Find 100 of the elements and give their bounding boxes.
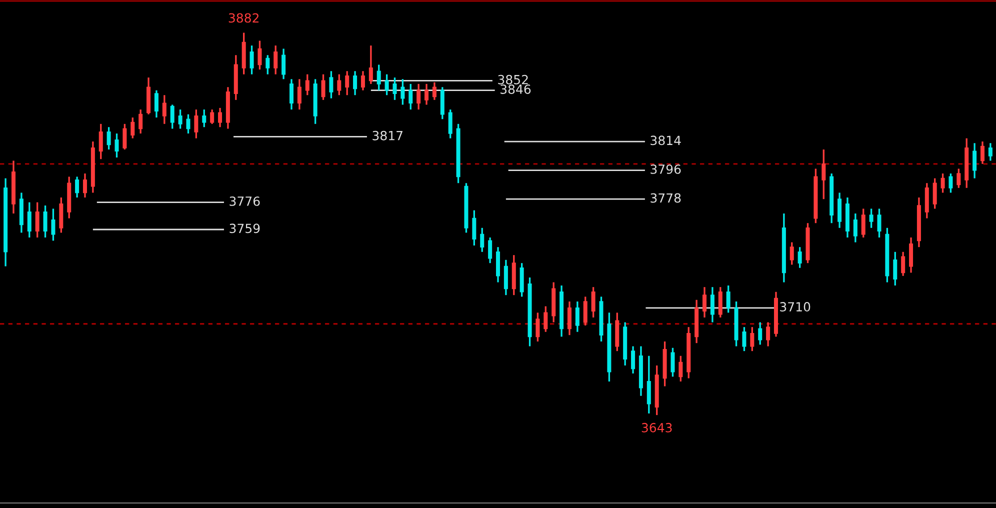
annotation: 3882 xyxy=(228,13,258,23)
candlestick xyxy=(822,148,826,200)
ref-line-label: 3814 xyxy=(650,136,681,146)
candlestick xyxy=(750,326,754,352)
candlestick xyxy=(901,251,906,277)
candlestick xyxy=(408,83,413,110)
candlestick xyxy=(948,172,953,194)
candlestick xyxy=(376,64,381,92)
candlestick xyxy=(360,70,365,92)
candlestick xyxy=(282,48,286,80)
candlestick xyxy=(583,296,588,326)
candlestick xyxy=(114,132,119,158)
candlestick xyxy=(329,70,334,100)
candlestick xyxy=(218,107,222,128)
candlestick xyxy=(178,108,182,130)
ref-line-label: 3852 xyxy=(498,74,528,84)
candlestick xyxy=(250,44,254,76)
candlestick xyxy=(670,347,675,378)
candlestick xyxy=(702,286,707,318)
candlestick xyxy=(924,182,929,220)
candlestick xyxy=(122,123,127,150)
candlestick xyxy=(853,212,858,244)
ref-line-label: 3710 xyxy=(780,302,810,312)
candlestick xyxy=(170,104,174,130)
candlestick xyxy=(400,78,405,106)
candlestick xyxy=(909,236,914,274)
candlestick xyxy=(210,108,214,125)
candlestick xyxy=(790,241,794,266)
candlestick xyxy=(297,78,302,110)
candlestick xyxy=(432,81,436,101)
ref-line-label: 3776 xyxy=(230,196,260,206)
candlestick xyxy=(202,108,206,128)
candlestick xyxy=(43,204,48,238)
candlestick xyxy=(35,201,40,238)
candlestick xyxy=(448,108,452,140)
candlestick xyxy=(424,83,429,106)
candlestick xyxy=(321,73,326,101)
candlestick xyxy=(861,208,866,238)
candlestick xyxy=(138,108,143,134)
candlestick xyxy=(368,44,373,85)
candlestick xyxy=(980,140,985,165)
candlestick xyxy=(496,246,500,284)
candlestick xyxy=(416,83,421,110)
candlestick xyxy=(289,78,294,110)
candlestick xyxy=(106,126,111,150)
candlestick xyxy=(186,113,190,134)
candlestick xyxy=(766,321,770,348)
candlestick xyxy=(353,70,358,96)
candlestick xyxy=(678,355,683,382)
ref-line-label: 3846 xyxy=(500,84,531,94)
candlestick xyxy=(520,262,524,298)
candlestick xyxy=(82,172,87,198)
candlestick xyxy=(536,312,540,342)
candlestick xyxy=(130,116,135,140)
ref-line-label: 3817 xyxy=(372,130,402,140)
candlestick xyxy=(488,236,492,264)
candlestick xyxy=(194,108,198,140)
candlestick xyxy=(956,168,961,189)
candlestick xyxy=(258,40,262,70)
candlestick xyxy=(305,73,310,96)
candlestick xyxy=(480,227,484,253)
candlestick xyxy=(798,246,802,269)
ref-line-label: 3759 xyxy=(230,224,260,234)
candlestick xyxy=(59,196,64,234)
candlestick xyxy=(440,86,444,120)
candlestick xyxy=(162,94,166,125)
candlestick xyxy=(869,208,874,229)
candlestick xyxy=(877,208,882,238)
candlestick xyxy=(98,123,103,160)
annotation: 3643 xyxy=(642,422,672,432)
candlestick xyxy=(988,142,992,162)
candlestick xyxy=(972,142,977,180)
candlestick xyxy=(932,177,937,210)
candlestick xyxy=(75,176,80,198)
candlestick xyxy=(838,192,842,229)
candlestick xyxy=(710,286,714,324)
candlestick xyxy=(504,259,508,296)
candlestick xyxy=(646,355,651,414)
candlestick xyxy=(631,345,636,374)
candlestick xyxy=(27,201,32,238)
ref-line-label: 3778 xyxy=(650,193,681,203)
candlestick xyxy=(893,251,898,286)
candlestick xyxy=(726,284,730,314)
candlestick xyxy=(544,305,548,333)
candlestick xyxy=(718,286,722,318)
candlestick xyxy=(51,208,56,242)
candlestick xyxy=(337,73,342,96)
candlestick xyxy=(154,89,158,118)
candlestick xyxy=(758,321,762,346)
candlestick xyxy=(575,300,580,333)
candlestick xyxy=(274,44,278,76)
candlestick xyxy=(384,73,389,96)
candlestick xyxy=(345,70,350,96)
candlestick xyxy=(742,326,746,352)
candlestick xyxy=(266,54,270,76)
candlestick xyxy=(591,286,596,318)
ref-line-label: 3796 xyxy=(650,164,681,174)
candlestick xyxy=(940,172,945,194)
candlestick xyxy=(567,300,572,336)
candlestick xyxy=(392,76,397,101)
